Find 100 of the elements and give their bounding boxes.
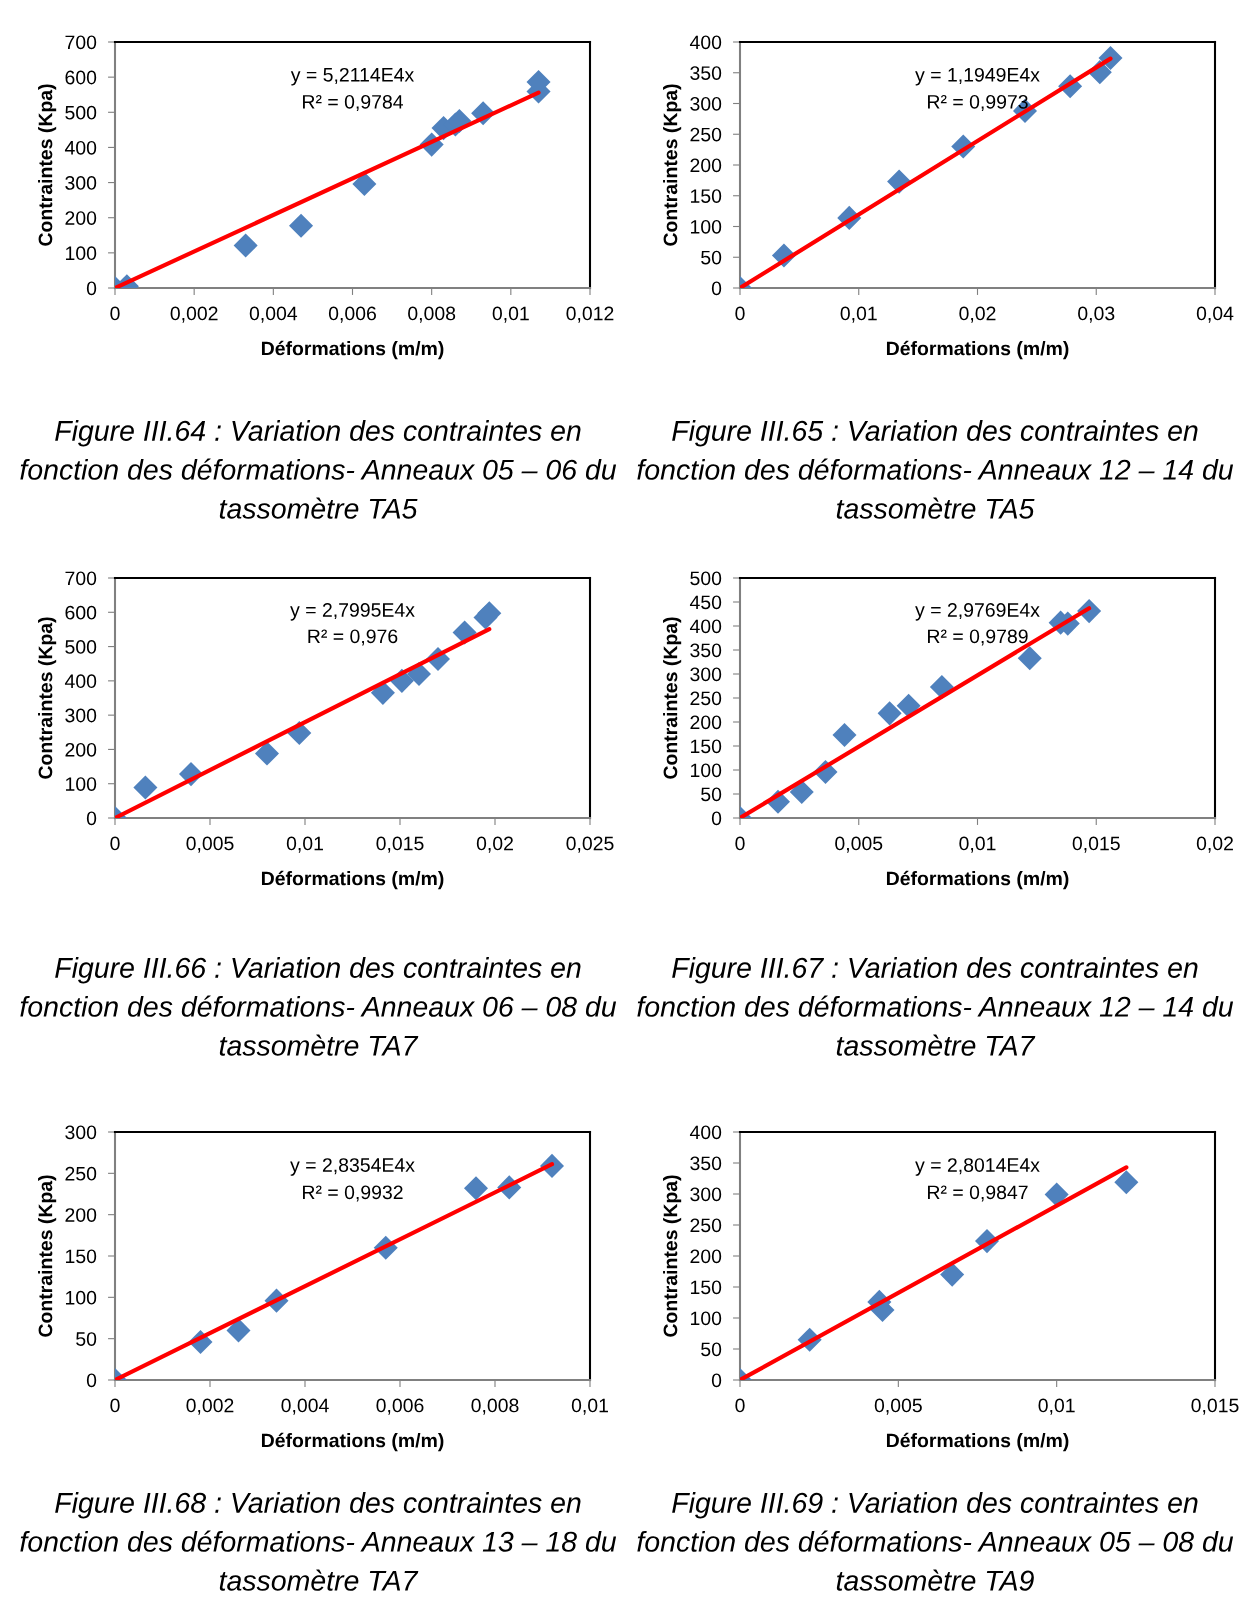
- x-tick-label: 0: [110, 306, 120, 321]
- y-tick-label: 200: [65, 1208, 97, 1222]
- y-tick-label: 250: [690, 127, 722, 142]
- x-axis-title: Déformations (m/m): [261, 870, 444, 890]
- x-tick-label: 0: [735, 306, 745, 321]
- y-tick-label: 300: [65, 708, 97, 723]
- y-tick-label: 300: [65, 176, 97, 190]
- x-tick-label: 0,015: [1191, 1398, 1239, 1415]
- y-tick-label: 250: [690, 1218, 722, 1233]
- point: [233, 233, 258, 258]
- y-tick-label: 100: [690, 763, 722, 778]
- x-tick-label: 0: [735, 1398, 745, 1413]
- point: [133, 775, 158, 800]
- annotation: y = 2,8354E4x: [290, 1158, 415, 1176]
- y-tick-label: 50: [701, 1342, 722, 1357]
- annotation: R² = 0,9789: [928, 629, 1028, 646]
- annotation: y = 5,2114E4x: [290, 67, 415, 86]
- point: [254, 741, 280, 766]
- y-axis-title: Contraintes (Kpa): [38, 84, 57, 246]
- y-axis-title: Contraintes (Kpa): [663, 84, 682, 246]
- y-tick-label: 50: [701, 250, 722, 265]
- y-tick-label: 100: [65, 1290, 97, 1305]
- y-tick-label: 500: [65, 640, 97, 654]
- x-tick-label: 0: [110, 1398, 120, 1413]
- y-tick-label: 300: [690, 667, 722, 682]
- y-tick-label: 0: [86, 281, 97, 296]
- x-axis-title: Déformations (m/m): [886, 870, 1069, 890]
- y-tick-label: 50: [701, 787, 722, 802]
- y-tick-label: 0: [711, 281, 722, 296]
- x-tick-label: 0,01: [1038, 1398, 1075, 1415]
- y-tick-label: 400: [689, 35, 722, 50]
- x-axis-title: Déformations (m/m): [261, 1432, 444, 1452]
- y-tick-label: 150: [690, 189, 722, 203]
- point: [789, 780, 814, 805]
- y-tick-label: 0: [711, 1373, 722, 1388]
- x-tick-label: 0,006: [328, 306, 376, 323]
- y-tick-label: 700: [65, 571, 97, 586]
- point: [1114, 1170, 1139, 1195]
- point: [896, 693, 921, 718]
- annotation: R² = 0,9932: [303, 1185, 403, 1202]
- text: Figure III.64 : Variation des contraintes en fonction des déformations- Anneaux 05 – 06 du tassomètre TA5: [20, 420, 617, 519]
- point: [289, 213, 314, 238]
- text: Figure III.69 : Variation des contraintes en fonction des déformations- Anneaux 05 – 08 du tassomètre TA9: [637, 1492, 1234, 1591]
- y-tick-label: 600: [65, 605, 97, 620]
- y-tick-label: 200: [690, 1249, 722, 1264]
- annotation: y = 2,7995E4x: [290, 603, 415, 621]
- x-tick-label: 0,03: [1078, 306, 1115, 323]
- x-tick-label: 0,004: [249, 306, 298, 323]
- y-tick-label: 300: [65, 1125, 97, 1140]
- point: [1044, 1182, 1069, 1207]
- x-tick-label: 0,015: [1072, 836, 1120, 853]
- x-tick-label: 0,02: [959, 306, 996, 323]
- x-tick-label: 0,015: [376, 836, 424, 853]
- y-tick-label: 450: [689, 595, 722, 610]
- x-tick-label: 0,01: [571, 1398, 608, 1415]
- x-tick-label: 0,002: [186, 1398, 234, 1415]
- y-tick-label: 50: [76, 1332, 97, 1346]
- x-tick-label: 0,002: [170, 306, 218, 323]
- y-tick-label: 150: [690, 1280, 722, 1295]
- x-tick-label: 0,005: [874, 1398, 922, 1415]
- x-tick-label: 0,04: [1196, 306, 1234, 323]
- y-tick-label: 700: [65, 35, 97, 50]
- y-axis-title: Contraintes (Kpa): [38, 1175, 57, 1337]
- y-tick-label: 0: [711, 811, 722, 826]
- x-axis-title: Déformations (m/m): [886, 1432, 1069, 1452]
- y-tick-label: 100: [690, 1311, 722, 1326]
- y-axis-title: Contraintes (Kpa): [663, 617, 682, 779]
- annotation: R² = 0,9847: [928, 1185, 1028, 1202]
- x-tick-label: 0,025: [566, 836, 614, 853]
- y-tick-label: 250: [690, 691, 722, 706]
- y-axis-title: Contraintes (Kpa): [663, 1175, 682, 1337]
- annotation: R² = 0,9973: [928, 94, 1028, 112]
- y-tick-label: 500: [65, 105, 97, 120]
- x-tick-label: 0: [110, 836, 120, 851]
- x-tick-label: 0,02: [1196, 836, 1233, 853]
- y-tick-label: 200: [690, 158, 722, 173]
- point: [463, 1176, 489, 1201]
- y-tick-label: 300: [690, 1187, 722, 1202]
- x-tick-label: 0,008: [471, 1398, 519, 1415]
- y-tick-label: 150: [65, 1249, 97, 1264]
- text: Figure III.67 : Variation des contraintes en fonction des déformations- Anneaux 12 – 14 du tassomètre TA7: [637, 957, 1234, 1056]
- x-tick-label: 0,006: [376, 1398, 424, 1415]
- y-tick-label: 350: [690, 643, 722, 658]
- point: [1017, 646, 1042, 671]
- text: Figure III.68 : Variation des contraintes en fonction des déformations- Anneaux 13 – 18 du tassomètre TA7: [20, 1492, 617, 1591]
- x-tick-label: 0: [735, 836, 745, 851]
- y-tick-label: 200: [690, 715, 722, 730]
- y-tick-label: 250: [65, 1166, 97, 1181]
- x-tick-label: 0,02: [476, 836, 513, 853]
- y-tick-label: 500: [690, 571, 722, 586]
- y-tick-label: 600: [65, 70, 97, 85]
- x-tick-label: 0,01: [492, 306, 529, 323]
- y-tick-label: 300: [690, 96, 722, 111]
- y-tick-label: 100: [690, 219, 722, 234]
- annotation: y = 1,1949E4x: [915, 67, 1040, 86]
- y-tick-label: 100: [65, 777, 97, 791]
- y-tick-label: 400: [64, 140, 97, 155]
- y-tick-label: 0: [86, 811, 97, 826]
- x-axis-title: Déformations (m/m): [886, 340, 1069, 360]
- annotation: y = 2,8014E4x: [915, 1158, 1040, 1176]
